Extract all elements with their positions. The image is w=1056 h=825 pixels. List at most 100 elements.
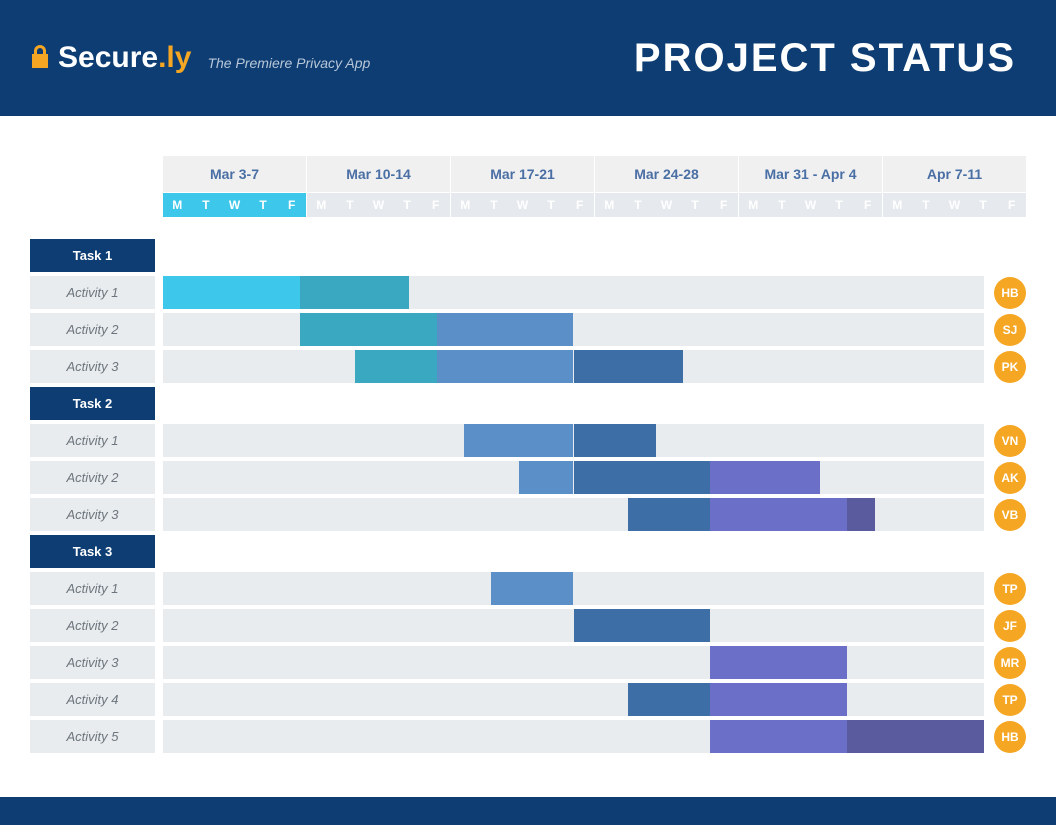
task-header-track [163, 535, 984, 568]
day-cell: F [565, 193, 594, 217]
day-cell: M [307, 193, 336, 217]
assignee-badge: PK [994, 351, 1026, 383]
days-row: MTWTF [307, 193, 450, 217]
activity-track [163, 461, 984, 494]
gantt-bar [710, 720, 847, 753]
gantt-bar [710, 683, 847, 716]
activity-row: Activity 2 SJ [30, 313, 1026, 346]
logo-word-ly: ly [166, 41, 191, 74]
activity-track [163, 609, 984, 642]
day-cell: T [480, 193, 509, 217]
activity-label: Activity 3 [30, 646, 155, 679]
assignee-spacer [994, 239, 1026, 272]
activity-track [163, 683, 984, 716]
activity-row: Activity 4 TP [30, 683, 1026, 716]
gantt-bar [710, 461, 819, 494]
assignee-badge: JF [994, 610, 1026, 642]
task-header-row: Task 2 [30, 387, 1026, 420]
gantt-bar [300, 313, 437, 346]
header: Secure.ly The Premiere Privacy App PROJE… [0, 0, 1056, 116]
assignee-badge: TP [994, 684, 1026, 716]
task-name-label: Task 2 [30, 387, 155, 420]
day-cell: W [940, 193, 969, 217]
day-cell: T [336, 193, 365, 217]
day-cell: F [709, 193, 738, 217]
gantt-body: Task 1Activity 1HBActivity 2SJActivity 3… [30, 239, 1026, 753]
task-header-row: Task 3 [30, 535, 1026, 568]
assignee-badge: VB [994, 499, 1026, 531]
day-cell: M [595, 193, 624, 217]
days-row: MTWTF [739, 193, 882, 217]
days-row: MTWTF [163, 193, 306, 217]
gantt-bar [163, 276, 300, 309]
gantt-bar [847, 720, 984, 753]
activity-track [163, 424, 984, 457]
week-label: Mar 10-14 [307, 156, 450, 193]
week-column: Mar 31 - Apr 4MTWTF [739, 156, 882, 217]
gantt-bar [574, 461, 711, 494]
gantt-bar [847, 498, 874, 531]
assignee-spacer [994, 387, 1026, 420]
week-label: Mar 3-7 [163, 156, 306, 193]
gantt-bar [437, 350, 574, 383]
activity-label: Activity 3 [30, 350, 155, 383]
days-row: MTWTF [595, 193, 738, 217]
activity-label: Activity 1 [30, 276, 155, 309]
day-cell: T [249, 193, 278, 217]
activity-row: Activity 1TP [30, 572, 1026, 605]
gantt-bar [574, 350, 683, 383]
logo: Secure.ly [30, 41, 191, 75]
logo-area: Secure.ly The Premiere Privacy App [30, 41, 370, 75]
week-column: Mar 24-28MTWTF [595, 156, 738, 217]
logo-word-secure: Secure [58, 41, 158, 74]
gantt-bar [491, 572, 573, 605]
activity-track [163, 313, 984, 346]
gantt-bar [300, 276, 409, 309]
activity-track [163, 350, 984, 383]
activity-label: Activity 5 [30, 720, 155, 753]
assignee-badge: AK [994, 462, 1026, 494]
day-cell: W [652, 193, 681, 217]
day-cell: T [624, 193, 653, 217]
lock-icon [30, 44, 50, 73]
activity-label: Activity 1 [30, 572, 155, 605]
activity-row: Activity 3 MR [30, 646, 1026, 679]
assignee-badge: MR [994, 647, 1026, 679]
day-cell: W [220, 193, 249, 217]
assignee-spacer [994, 535, 1026, 568]
activity-track [163, 720, 984, 753]
tagline: The Premiere Privacy App [207, 55, 370, 71]
assignee-badge: SJ [994, 314, 1026, 346]
activity-row: Activity 1HB [30, 276, 1026, 309]
activity-row: Activity 3 VB [30, 498, 1026, 531]
assignee-badge: VN [994, 425, 1026, 457]
activity-row: Activity 3 PK [30, 350, 1026, 383]
day-cell: W [364, 193, 393, 217]
gantt-bar [574, 609, 711, 642]
activity-track [163, 646, 984, 679]
task-header-track [163, 239, 984, 272]
gantt-bar [464, 424, 573, 457]
task-header-track [163, 387, 984, 420]
activity-row: Activity 1VN [30, 424, 1026, 457]
activity-label: Activity 2 [30, 461, 155, 494]
day-cell: M [451, 193, 480, 217]
page-title: PROJECT STATUS [634, 36, 1016, 81]
day-cell: T [681, 193, 710, 217]
logo-text: Secure.ly [58, 41, 191, 75]
days-row: MTWTF [883, 193, 1026, 217]
day-cell: W [796, 193, 825, 217]
timeline-header: Mar 3-7MTWTFMar 10-14MTWTFMar 17-21MTWTF… [163, 156, 1026, 217]
day-cell: F [853, 193, 882, 217]
activity-label: Activity 3 [30, 498, 155, 531]
assignee-badge: HB [994, 721, 1026, 753]
gantt-bar [519, 461, 574, 494]
gantt-bar [710, 646, 847, 679]
days-row: MTWTF [451, 193, 594, 217]
day-cell: F [421, 193, 450, 217]
task-name-label: Task 1 [30, 239, 155, 272]
week-column: Mar 10-14MTWTF [307, 156, 450, 217]
activity-label: Activity 2 [30, 313, 155, 346]
day-cell: T [969, 193, 998, 217]
activity-label: Activity 4 [30, 683, 155, 716]
